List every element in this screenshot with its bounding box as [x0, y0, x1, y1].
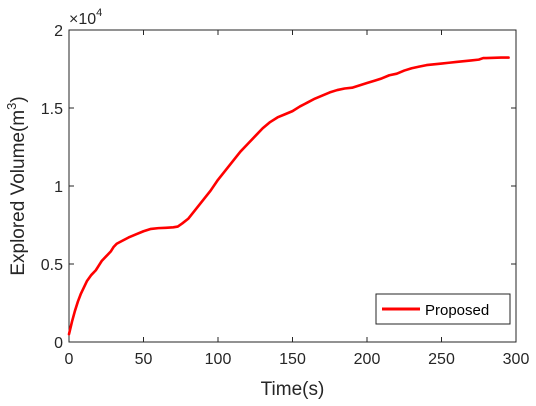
y-tick-label: 0 [54, 335, 63, 352]
y-multiplier-label: ×104 [69, 7, 102, 28]
x-tick-label: 50 [135, 351, 153, 368]
x-axis-label: Time(s) [261, 379, 325, 400]
y-tick-label: 0.5 [41, 257, 63, 274]
legend-label-proposed: Proposed [425, 302, 489, 319]
y-axis-label-main: Explored Volume(m [8, 110, 29, 276]
y-multiplier-exponent: 4 [96, 7, 102, 19]
series-line-proposed [67, 56, 510, 336]
legend: Proposed [375, 293, 511, 325]
x-tick-label: 300 [503, 351, 530, 368]
x-tick-label: 0 [65, 351, 74, 368]
y-axis-label: Explored Volume(m3) [4, 96, 29, 275]
x-tick-label: 150 [279, 351, 306, 368]
x-tick-label: 250 [428, 351, 455, 368]
series-layer [67, 56, 510, 336]
y-tick-label: 1 [54, 179, 63, 196]
plot-area-frame [68, 29, 517, 343]
y-tick-label: 2 [54, 23, 63, 40]
y-multiplier-base: ×10 [69, 11, 96, 28]
ticks-layer: 0 50 100 150 200 250 300 0 0.5 1 1.5 2 [41, 23, 530, 368]
y-axis-label-close: ) [8, 96, 29, 102]
x-tick-label: 200 [354, 351, 381, 368]
x-tick-label: 100 [205, 351, 232, 368]
y-tick-label: 1.5 [41, 101, 63, 118]
y-axis-label-superscript: 3 [4, 103, 19, 110]
